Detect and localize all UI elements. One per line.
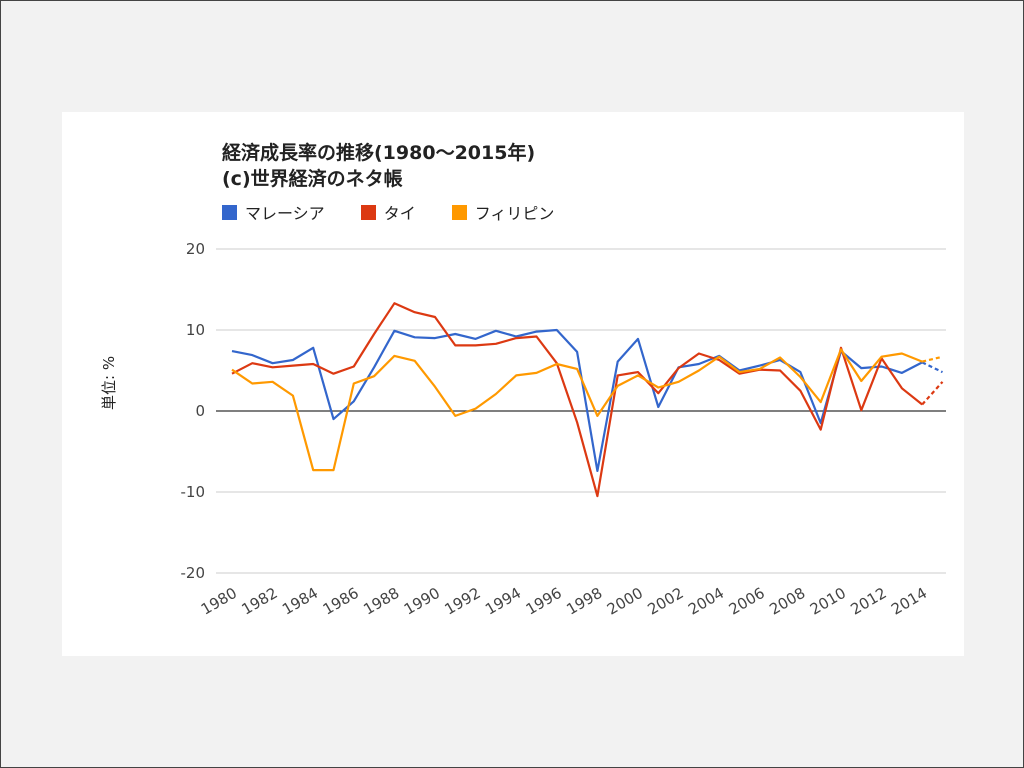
y-tick-label: 0	[195, 402, 205, 420]
legend-label: タイ	[383, 204, 416, 223]
legend-label: マレーシア	[245, 204, 325, 223]
series-forecast-segment-0	[921, 361, 943, 374]
x-tick-label: 1992	[442, 584, 484, 619]
legend-swatch	[222, 204, 237, 220]
series-forecast-segment-2	[921, 355, 943, 363]
chart-panel	[62, 112, 964, 656]
series-line-0	[231, 328, 923, 472]
x-tick-label: 1994	[482, 584, 524, 619]
x-tick-label: 1984	[279, 584, 321, 619]
chart-legend: マレーシア タイ フィリピン	[222, 200, 590, 224]
x-tick-label: 2004	[685, 584, 727, 619]
x-tick-label: 2010	[807, 584, 849, 619]
x-tick-label: 1982	[239, 584, 281, 619]
x-tick-label: 1990	[401, 584, 443, 619]
x-tick-label: 1988	[360, 584, 402, 619]
chart-title-block: 経済成長率の推移(1980～2015年) (c)世界経済のネタ帳	[222, 140, 535, 192]
x-tick-label: 2014	[888, 584, 930, 619]
legend-item-malaysia[interactable]: マレーシア	[222, 200, 325, 224]
chart-subtitle: (c)世界経済のネタ帳	[222, 168, 403, 190]
chart-title: 経済成長率の推移(1980～2015年)	[222, 142, 536, 164]
x-tick-label: 2000	[604, 584, 646, 619]
y-tick-label: -20	[181, 564, 206, 582]
series-forecast-segment-1	[921, 381, 944, 406]
legend-label: フィリピン	[474, 204, 555, 223]
legend-item-thailand[interactable]: タイ	[360, 200, 416, 224]
x-tick-label: 1996	[523, 584, 565, 619]
series-line-2	[231, 348, 923, 472]
y-tick-label: 10	[186, 321, 205, 339]
y-tick-label: -10	[181, 483, 206, 501]
x-tick-label: 2008	[766, 584, 808, 619]
y-tick-label: 20	[186, 240, 205, 258]
x-tick-label: 1986	[320, 584, 362, 619]
legend-item-philippines[interactable]: フィリピン	[451, 200, 555, 224]
series-line-1	[231, 302, 923, 498]
legend-swatch	[451, 204, 467, 220]
x-tick-label: 2002	[645, 584, 687, 619]
x-tick-label: 2012	[848, 584, 890, 619]
legend-swatch	[360, 204, 376, 220]
x-tick-label: 1980	[198, 584, 240, 619]
x-tick-label: 1998	[563, 584, 605, 619]
x-tick-label: 2006	[726, 584, 768, 619]
